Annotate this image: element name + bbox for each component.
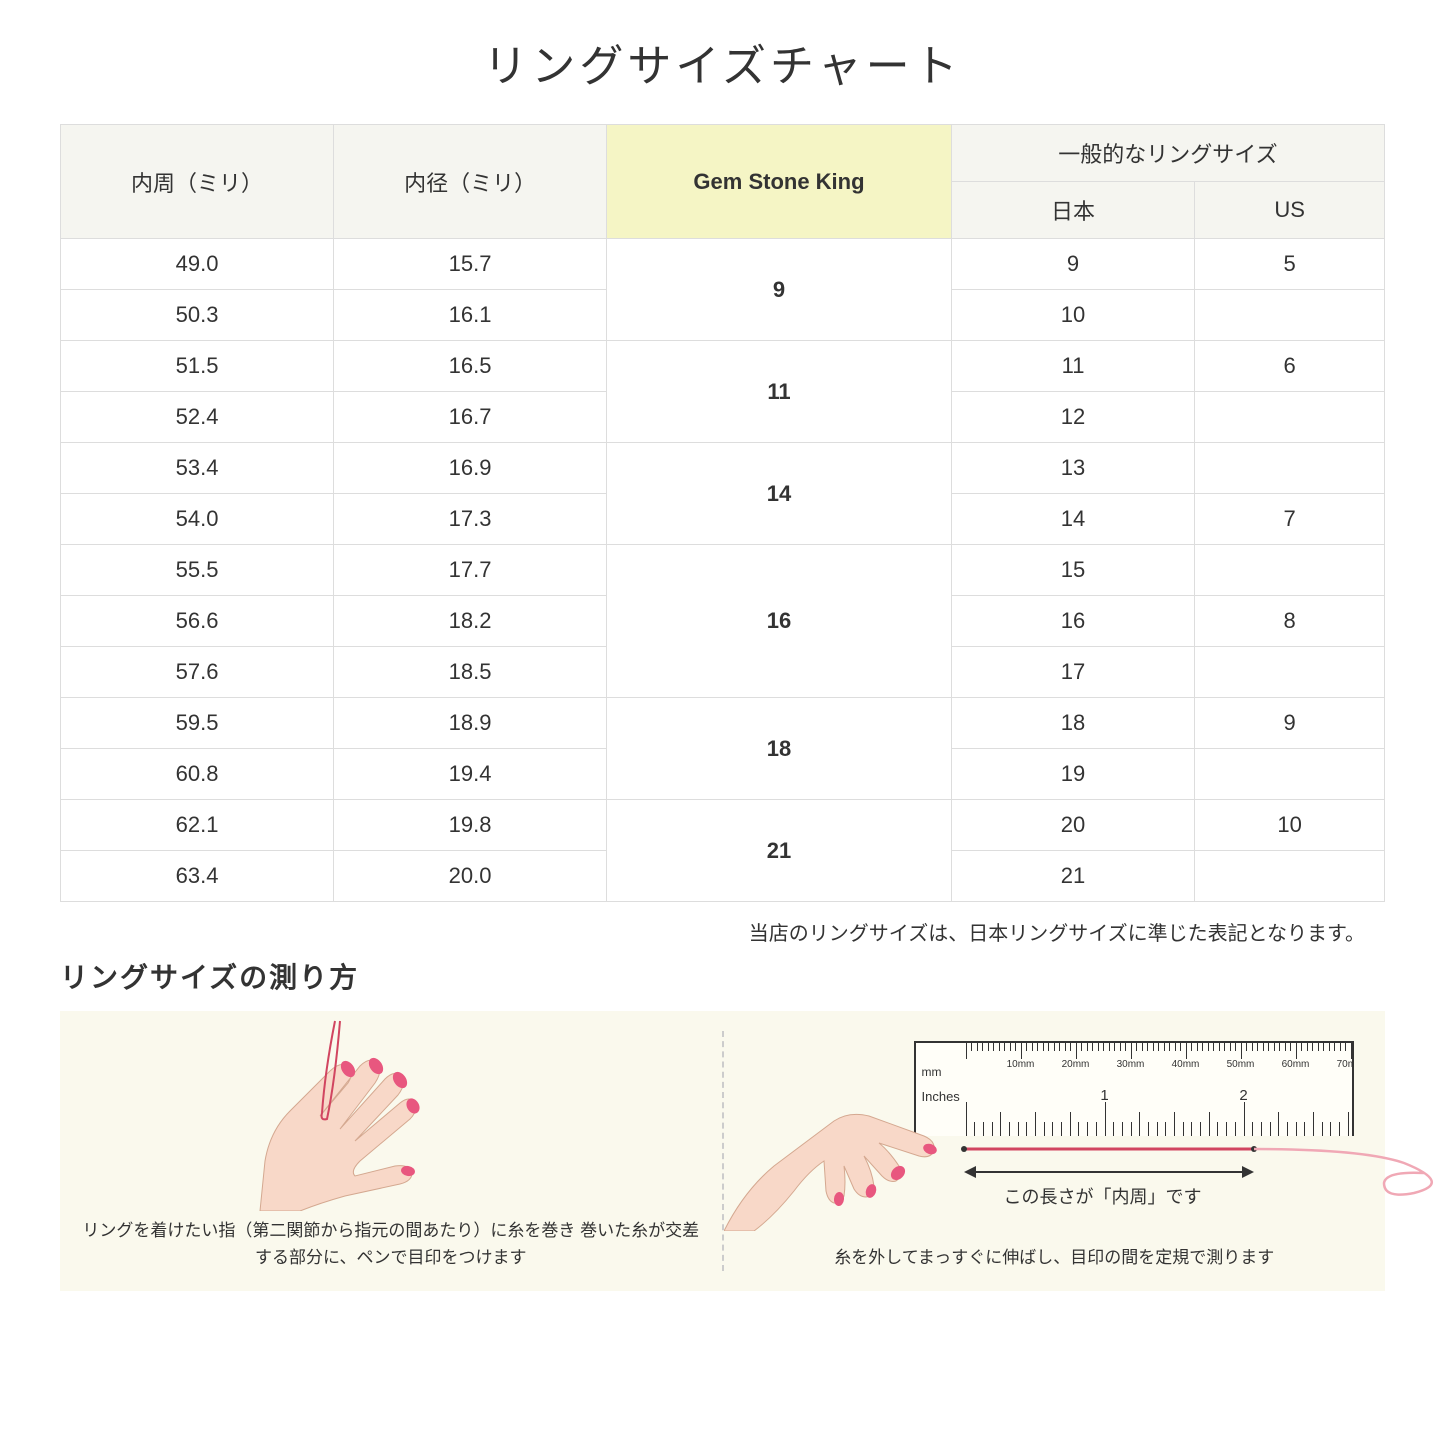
cell-jp: 19	[951, 749, 1194, 800]
cell-gsk: 9	[607, 239, 952, 341]
cell-us: 5	[1195, 239, 1385, 290]
cell-circ: 62.1	[61, 800, 334, 851]
cell-circ: 59.5	[61, 698, 334, 749]
cell-gsk: 11	[607, 341, 952, 443]
table-row: 55.517.71615	[61, 545, 1385, 596]
cell-circ: 63.4	[61, 851, 334, 902]
cell-jp: 10	[951, 290, 1194, 341]
cell-us	[1195, 545, 1385, 596]
guide-left-text: リングを着けたい指（第二関節から指元の間あたり）に糸を巻き 巻いた糸が交差する部…	[80, 1217, 702, 1271]
cell-jp: 16	[951, 596, 1194, 647]
cell-circ: 51.5	[61, 341, 334, 392]
cell-circ: 53.4	[61, 443, 334, 494]
cell-circ: 49.0	[61, 239, 334, 290]
cell-circ: 54.0	[61, 494, 334, 545]
cell-jp: 13	[951, 443, 1194, 494]
guide-left-panel: リングを着けたい指（第二関節から指元の間あたり）に糸を巻き 巻いた糸が交差する部…	[80, 1031, 702, 1271]
cell-dia: 16.7	[334, 392, 607, 443]
hand-measure-illustration	[724, 1071, 944, 1231]
cell-gsk: 18	[607, 698, 952, 800]
cell-dia: 15.7	[334, 239, 607, 290]
cell-dia: 18.5	[334, 647, 607, 698]
cell-gsk: 16	[607, 545, 952, 698]
size-table: 内周（ミリ） 内径（ミリ） Gem Stone King 一般的なリングサイズ …	[60, 124, 1385, 902]
cell-us: 10	[1195, 800, 1385, 851]
header-japan: 日本	[951, 182, 1194, 239]
table-note: 当店のリングサイズは、日本リングサイズに準じた表記となります。	[60, 917, 1385, 946]
header-general: 一般的なリングサイズ	[951, 125, 1384, 182]
cell-circ: 52.4	[61, 392, 334, 443]
table-row: 51.516.511116	[61, 341, 1385, 392]
cell-dia: 18.9	[334, 698, 607, 749]
header-diameter: 内径（ミリ）	[334, 125, 607, 239]
cell-jp: 15	[951, 545, 1194, 596]
cell-dia: 19.8	[334, 800, 607, 851]
cell-dia: 20.0	[334, 851, 607, 902]
measurement-arrow	[964, 1163, 1254, 1181]
cell-gsk: 14	[607, 443, 952, 545]
cell-circ: 55.5	[61, 545, 334, 596]
cell-dia: 18.2	[334, 596, 607, 647]
table-row: 59.518.918189	[61, 698, 1385, 749]
cell-dia: 16.1	[334, 290, 607, 341]
guide-panel: リングを着けたい指（第二関節から指元の間あたり）に糸を巻き 巻いた糸が交差する部…	[60, 1011, 1385, 1291]
cell-jp: 11	[951, 341, 1194, 392]
table-row: 53.416.91413	[61, 443, 1385, 494]
cell-jp: 12	[951, 392, 1194, 443]
cell-jp: 17	[951, 647, 1194, 698]
hand-wrap-illustration	[200, 1011, 480, 1211]
cell-us: 9	[1195, 698, 1385, 749]
cell-circ: 50.3	[61, 290, 334, 341]
cell-gsk: 21	[607, 800, 952, 902]
cell-jp: 21	[951, 851, 1194, 902]
cell-jp: 20	[951, 800, 1194, 851]
guide-right-panel: mm Inches 10mm20mm30mm40mm50mm60mm70mm12…	[744, 1031, 1366, 1271]
cell-us	[1195, 443, 1385, 494]
cell-us: 7	[1195, 494, 1385, 545]
guide-right-text: 糸を外してまっすぐに伸ばし、目印の間を定規で測ります	[744, 1244, 1366, 1271]
cell-dia: 16.5	[334, 341, 607, 392]
cell-us	[1195, 392, 1385, 443]
ruler-group: mm Inches 10mm20mm30mm40mm50mm60mm70mm12…	[914, 1041, 1354, 1136]
cell-dia: 19.4	[334, 749, 607, 800]
cell-us	[1195, 290, 1385, 341]
cell-circ: 60.8	[61, 749, 334, 800]
table-row: 62.119.8212010	[61, 800, 1385, 851]
cell-us: 8	[1195, 596, 1385, 647]
header-circumference: 内周（ミリ）	[61, 125, 334, 239]
arrow-label: この長さが「内周」です	[1004, 1183, 1202, 1209]
cell-jp: 18	[951, 698, 1194, 749]
ruler-illustration: mm Inches 10mm20mm30mm40mm50mm60mm70mm12	[914, 1041, 1354, 1136]
cell-circ: 57.6	[61, 647, 334, 698]
header-us: US	[1195, 182, 1385, 239]
cell-dia: 17.3	[334, 494, 607, 545]
cell-jp: 14	[951, 494, 1194, 545]
header-gsk: Gem Stone King	[607, 125, 952, 239]
cell-us	[1195, 749, 1385, 800]
cell-dia: 16.9	[334, 443, 607, 494]
cell-dia: 17.7	[334, 545, 607, 596]
cell-us	[1195, 851, 1385, 902]
cell-circ: 56.6	[61, 596, 334, 647]
page-title: リングサイズチャート	[60, 30, 1385, 94]
cell-us: 6	[1195, 341, 1385, 392]
table-row: 49.015.7995	[61, 239, 1385, 290]
guide-subtitle: リングサイズの測り方	[60, 956, 1385, 996]
cell-us	[1195, 647, 1385, 698]
cell-jp: 9	[951, 239, 1194, 290]
